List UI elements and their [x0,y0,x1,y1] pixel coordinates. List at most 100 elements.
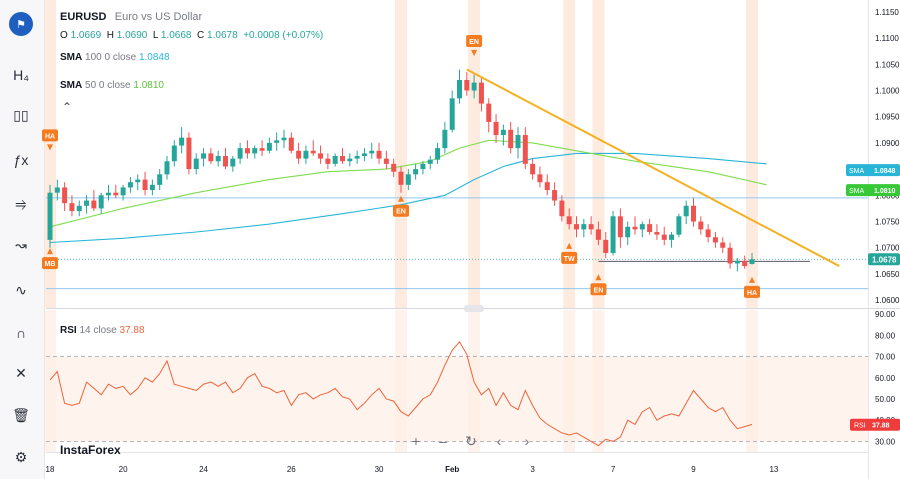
magnet-icon[interactable]: ∩ [15,325,27,341]
price-tick-label: 1.1100 [875,34,899,43]
candle-body [281,137,287,141]
candle-body [552,190,558,201]
measure-icon[interactable]: ↝ [15,236,27,253]
event-marker-label: EN [469,39,479,46]
candle-body [420,163,426,170]
candle-body [383,158,389,164]
candle-body [471,82,477,91]
rsi-tag-label: RSI [854,423,866,430]
candle-style-icon[interactable]: H₄ [13,67,29,83]
candle-body [493,121,499,136]
candle-body [691,205,696,222]
candle-body [595,229,601,240]
event-marker-badge [590,283,607,296]
collapse-legend-icon[interactable]: ⌃ [62,100,73,114]
event-highlight-band [395,0,407,308]
current-price-value: 1.0678 [872,255,897,264]
candle-body [164,161,170,175]
candle-body [135,179,141,183]
sma100-params: 100 0 close [85,52,137,63]
symbol-code: EURUSD [60,11,107,23]
event-marker-label: TW [564,256,575,263]
candle-body [208,153,214,162]
candle-body [376,150,382,159]
symbol-legend: EURUSD Euro vs US Dollar [60,11,202,23]
candle-body [698,221,704,230]
sma-price-tag [846,184,900,197]
scroll-left-icon[interactable]: ‹ [496,433,502,449]
pattern-icon[interactable]: ∿ [15,281,27,298]
candle-body [581,224,587,230]
candle-body [749,259,755,264]
event-marker-label: HA [747,290,757,297]
event-highlight-band [44,0,56,308]
rsi-tick-label: 90.00 [875,310,896,319]
sma50-legend[interactable]: SMA 50 0 close 1.0810 [60,80,164,91]
hide-drawings-icon[interactable]: ✕ [15,364,27,381]
sma50-value: 1.0810 [133,80,164,91]
reset-chart-icon[interactable]: ↻ [465,432,477,449]
candle-body [120,187,126,196]
time-tick-label: 30 [375,465,384,474]
candle-body [442,129,448,149]
candle-body [62,187,68,204]
sma50-label: SMA [60,80,83,91]
event-marker-badge [42,257,58,270]
sma100-legend[interactable]: SMA 100 0 close 1.0848 [60,52,170,63]
candle-body [361,153,367,156]
candle-body [603,239,609,253]
candle-body [171,145,177,162]
event-marker-label: EN [594,287,604,294]
candle-body [405,174,411,185]
candle-body [647,224,653,232]
sma-tag-label: SMA [849,188,865,195]
candle-body [742,260,748,267]
open-value: 1.0669 [70,30,102,41]
price-tick-label: 1.0750 [875,218,900,227]
time-tick-label: 18 [46,465,55,474]
zoom-out-button[interactable]: – [439,433,447,449]
fx-icon[interactable]: ƒx [13,152,29,168]
event-marker-badge [744,285,760,298]
candle-body [427,159,433,164]
zoom-in-button[interactable]: + [411,433,421,449]
rsi-band [46,356,868,442]
candle-body [332,156,338,164]
candle-body [559,200,565,217]
event-marker-badge [42,129,58,142]
candle-body [457,80,462,99]
candle-body [310,150,316,154]
candle-body [500,129,506,136]
candle-body [157,174,163,185]
candle-body [318,153,324,159]
price-tick-label: 1.0650 [875,270,900,279]
candle-body [237,148,243,159]
event-marker-badge [393,204,409,217]
event-marker-badge [561,251,578,264]
sma-tag-value: 1.0848 [874,168,896,175]
rsi-tick-label: 70.00 [875,353,896,362]
time-tick-label: Feb [445,465,459,474]
candle-body [727,247,733,264]
time-tick-label: 9 [691,465,696,474]
sma-tag-label: SMA [849,168,865,175]
settings-icon[interactable]: ⚙ [14,448,28,465]
candle-body [288,137,294,151]
sma50-line [49,139,767,228]
candle-body [325,158,331,164]
flag-icon[interactable]: ⚑ [9,12,33,36]
sma-tag-value: 1.0810 [874,188,896,195]
rsi-legend[interactable]: RSI 14 close 37.88 [60,325,145,336]
draw-line-icon[interactable]: ⥤ [15,194,27,211]
low-label: L [152,30,159,41]
candle-body [76,205,82,212]
rsi-label: RSI [60,325,77,336]
candle-body [354,156,360,159]
symbol-name: Euro vs US Dollar [114,11,203,23]
time-tick-label: 7 [611,465,616,474]
scroll-right-icon[interactable]: › [524,433,530,449]
indicator-icon[interactable]: ▯▯ [13,106,29,123]
candle-body [274,140,280,143]
trash-icon[interactable]: 🗑 [12,406,30,423]
